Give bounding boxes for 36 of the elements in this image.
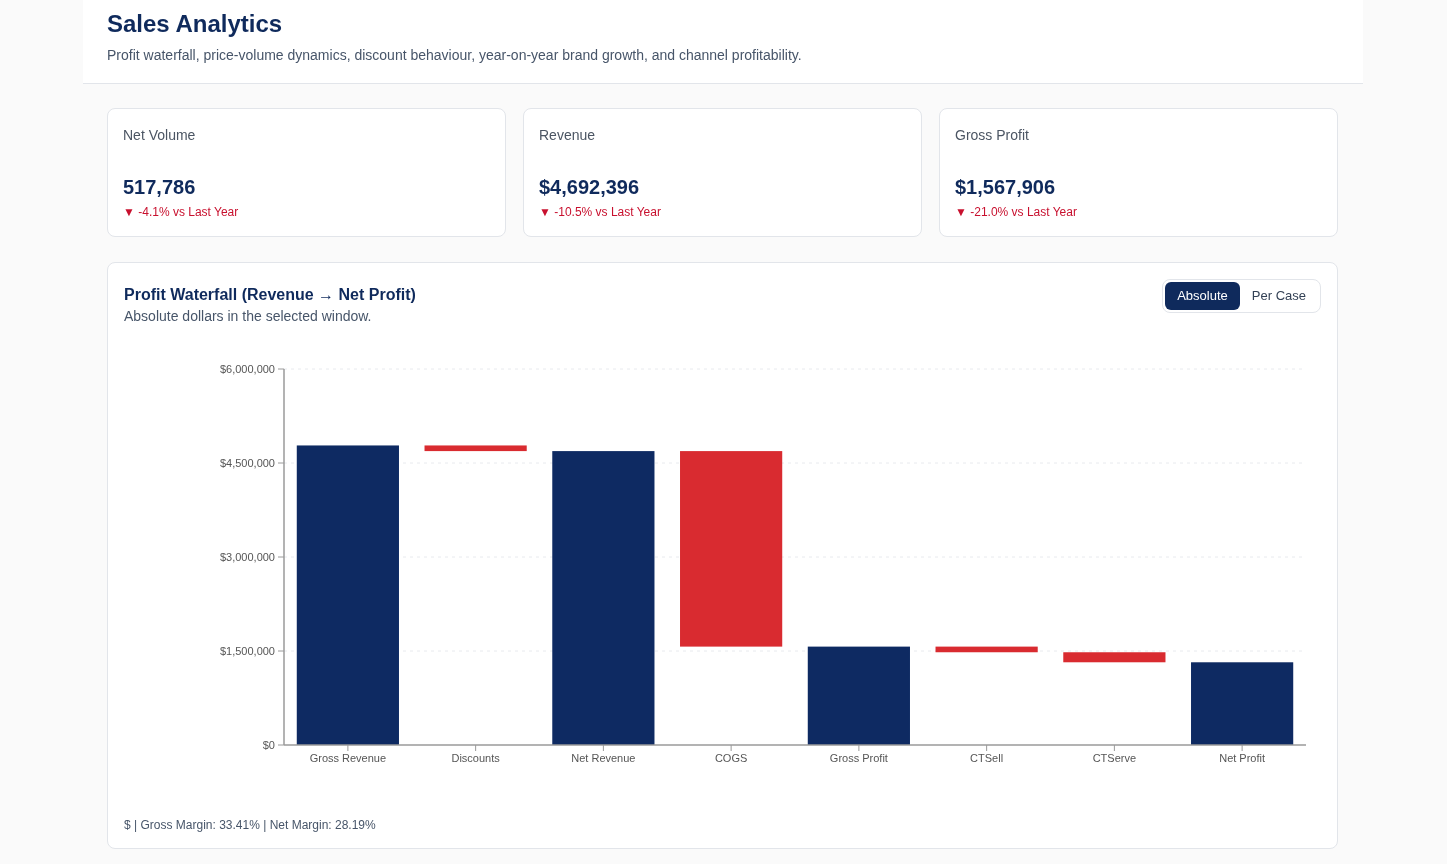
x-tick-label: COGS: [714, 751, 748, 764]
y-tick-label: $3,000,000: [219, 550, 275, 563]
y-tick-label: $0: [262, 738, 275, 751]
text: Sales Analytics: [107, 9, 283, 39]
x-tick-label: Gross Revenue: [309, 751, 387, 764]
text: $4,692,396: [539, 175, 640, 200]
x-tick-label: Net Profit: [1219, 751, 1266, 764]
x-tick-label: Net Revenue: [571, 751, 636, 764]
y-tick-label: $6,000,000: [219, 362, 275, 375]
text: ▼ -10.5% vs Last Year: [539, 204, 661, 220]
text: ▼ -21.0% vs Last Year: [955, 204, 1077, 220]
bar: [1063, 652, 1166, 663]
bar: [1191, 662, 1294, 745]
text: Gross Profit: [955, 126, 1029, 144]
x-tick-label: CTSell: [970, 751, 1004, 764]
toggle-button: Absolute: [1165, 282, 1240, 310]
text: Revenue: [539, 126, 596, 144]
text: Profit waterfall, price-volume dynamics, discount behaviour, year-on-year brand growth, and channel profitability.: [107, 46, 802, 64]
bar: [807, 646, 910, 745]
bar: [424, 445, 527, 452]
y-tick-label: $4,500,000: [219, 456, 275, 469]
bar: [552, 451, 655, 745]
text: ▼ -4.1% vs Last Year: [123, 204, 239, 220]
bar: [296, 445, 399, 745]
chart-title: Profit Waterfall (Revenue → Net Profit): [124, 285, 416, 305]
chart-subtitle: Absolute dollars in the selected window.: [124, 307, 372, 325]
text: Net Volume: [123, 126, 196, 144]
text: $ | Gross Margin: 33.41% | Net Margin: 28.19%: [124, 817, 376, 833]
text: $1,567,906: [955, 175, 1056, 200]
x-tick-label: Discounts: [451, 751, 501, 764]
x-tick-label: Gross Profit: [829, 751, 888, 764]
y-tick-label: $1,500,000: [219, 644, 275, 657]
segmented-toggle: Absolute Per Case: [1162, 279, 1321, 313]
text: 517,786: [123, 175, 196, 200]
bar: [680, 451, 783, 647]
x-tick-label: CTServe: [1092, 751, 1137, 764]
